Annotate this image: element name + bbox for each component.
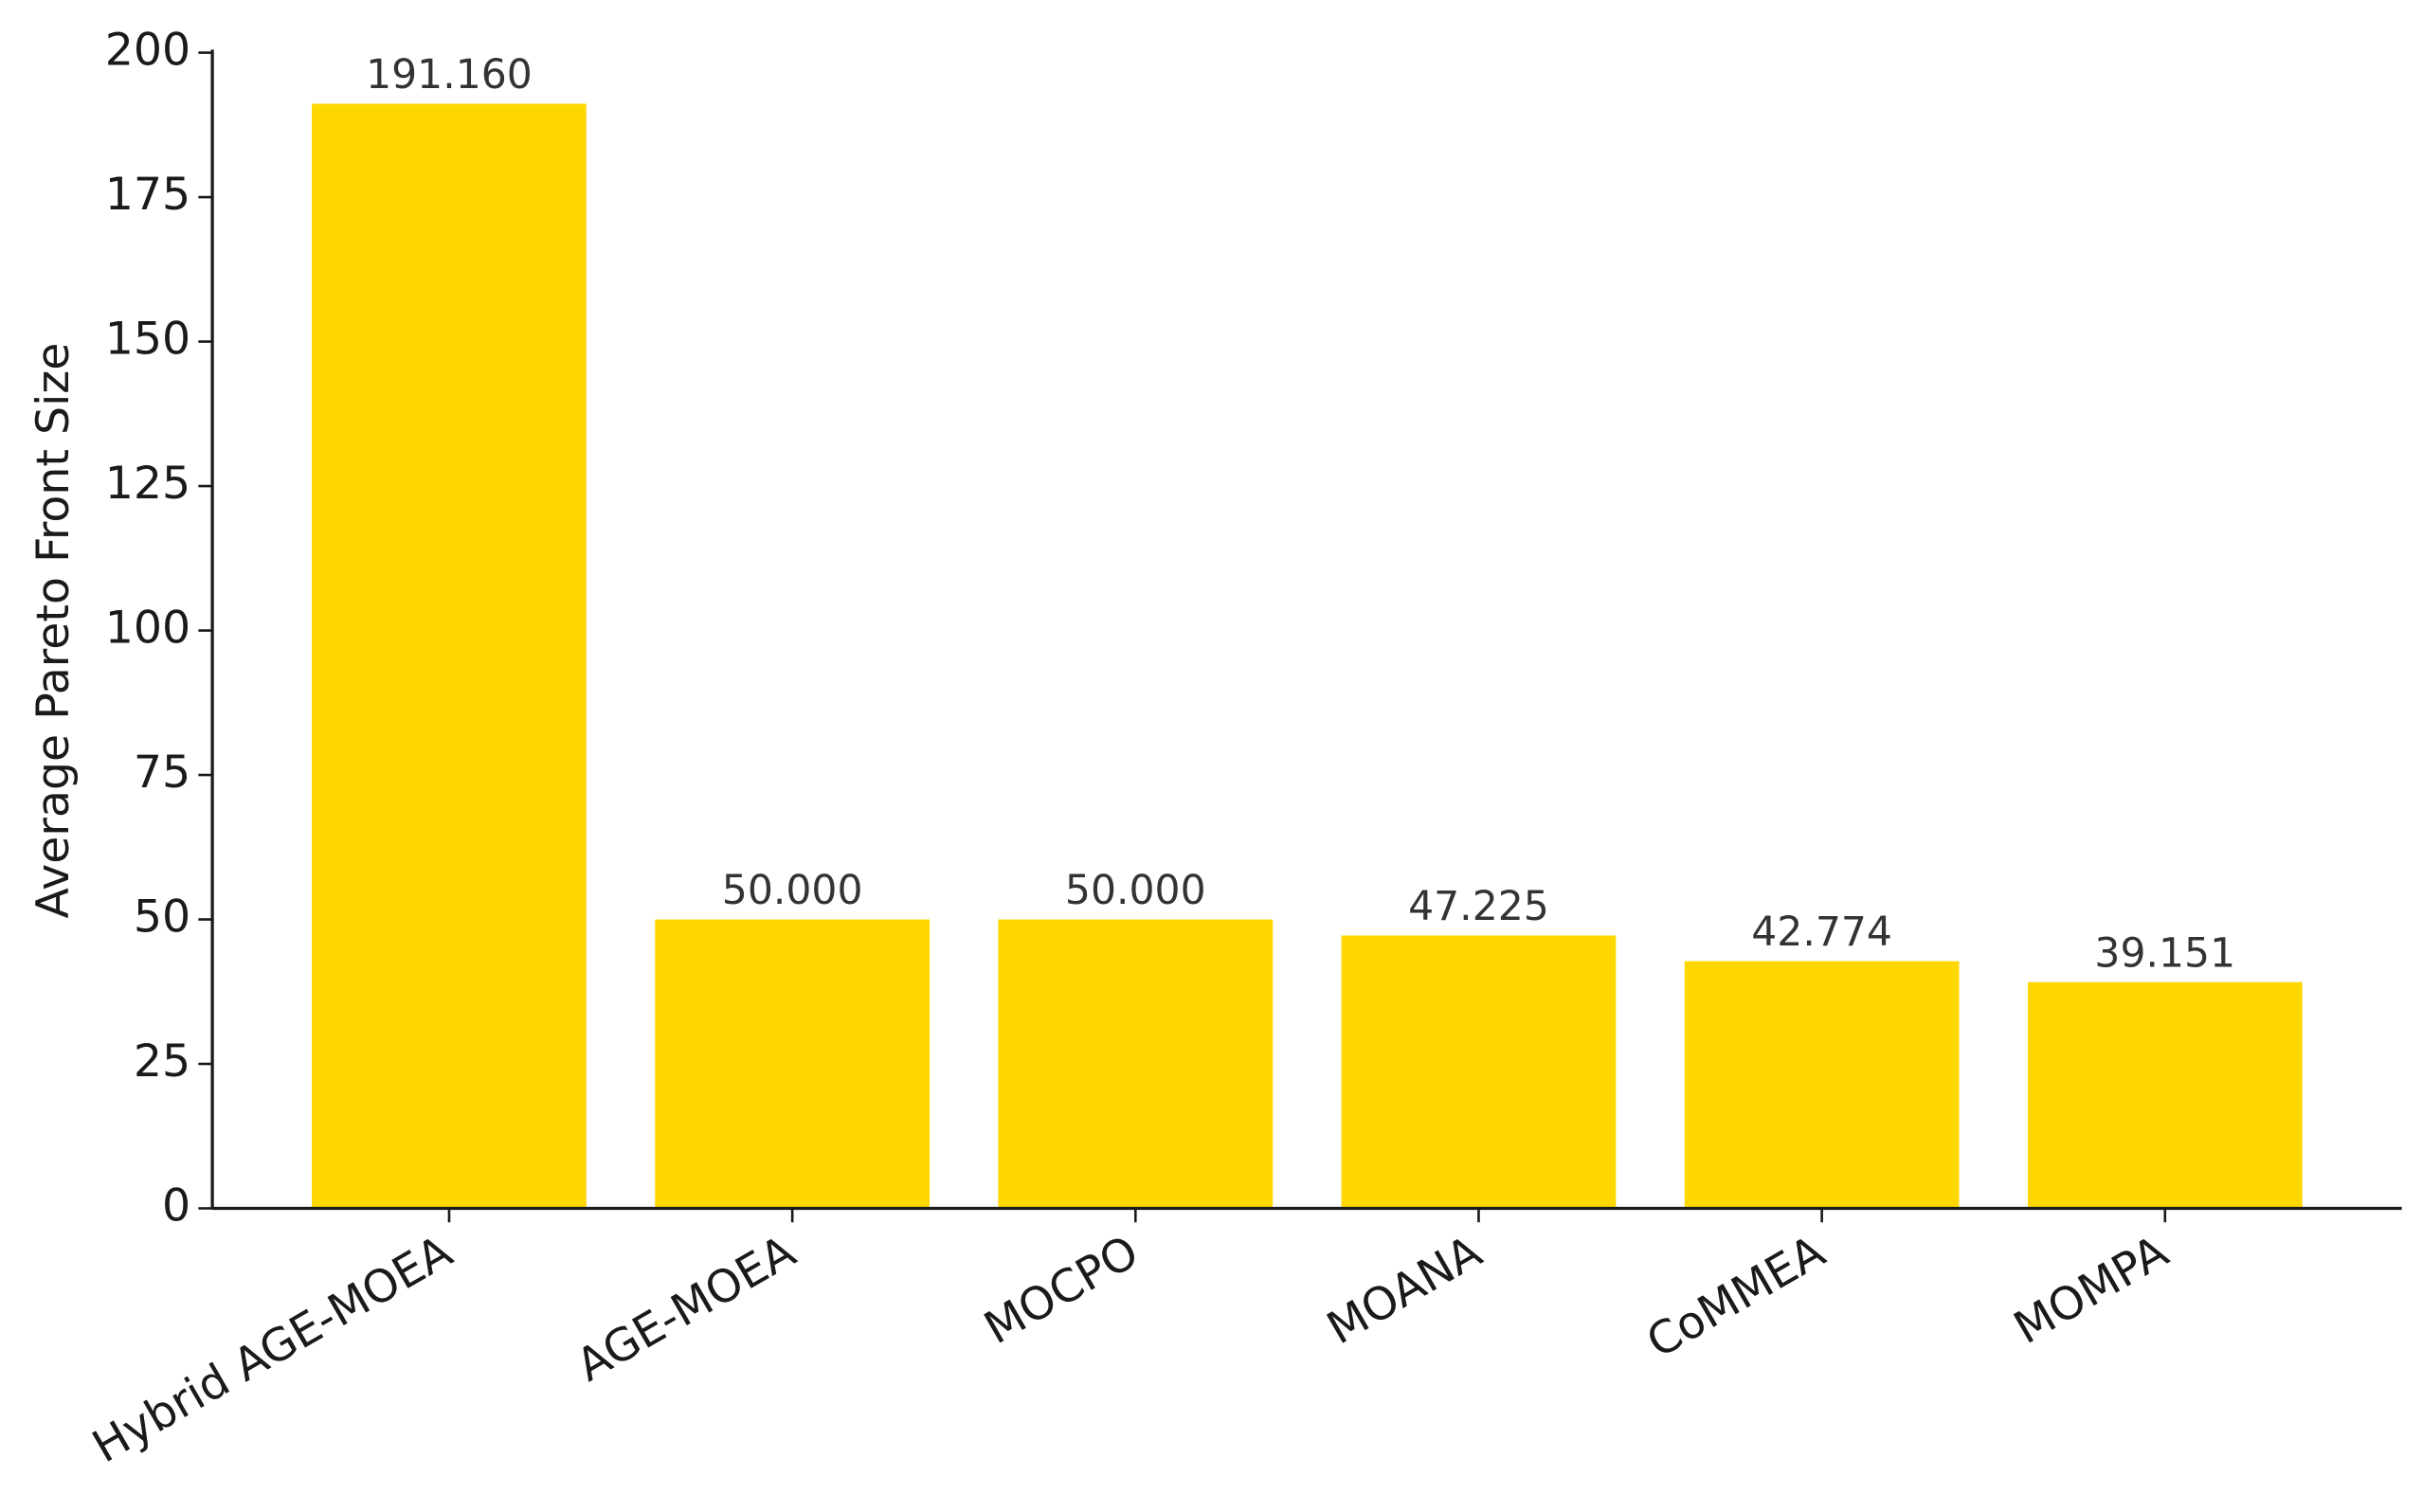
bar — [1341, 935, 1617, 1209]
bar — [2027, 981, 2303, 1209]
y-tick-label: 150 — [105, 314, 190, 366]
y-tick-label: 75 — [134, 747, 190, 799]
y-tick-label: 175 — [105, 169, 190, 221]
x-tick-label: MOCPO — [976, 1226, 1148, 1355]
y-tick-label: 125 — [105, 458, 190, 510]
bar — [1684, 961, 1960, 1209]
y-tick-label: 0 — [162, 1179, 190, 1232]
value-label: 50.000 — [1065, 868, 1206, 914]
y-tick-label: 100 — [105, 603, 190, 655]
bar — [998, 919, 1274, 1209]
bar — [312, 103, 587, 1209]
value-label: 191.160 — [366, 52, 533, 99]
bar — [655, 919, 931, 1209]
y-tick-label: 50 — [134, 891, 190, 944]
x-tick-label: MOMPA — [2005, 1226, 2177, 1355]
x-tick-label: CoMMEA — [1638, 1226, 1835, 1369]
y-tick-label: 25 — [134, 1035, 190, 1088]
value-label: 42.774 — [1751, 909, 1892, 956]
y-tick-label: 200 — [105, 25, 190, 77]
value-label: 39.151 — [2094, 930, 2235, 977]
x-tick-label: AGE-MOEA — [568, 1226, 804, 1393]
x-tick-label: MOANA — [1319, 1226, 1491, 1356]
y-axis-label: Average Pareto Front Size — [27, 343, 80, 919]
value-label: 47.225 — [1408, 884, 1549, 930]
value-label: 50.000 — [722, 868, 863, 914]
x-tick-label: Hybrid AGE-MOEA — [84, 1226, 461, 1474]
